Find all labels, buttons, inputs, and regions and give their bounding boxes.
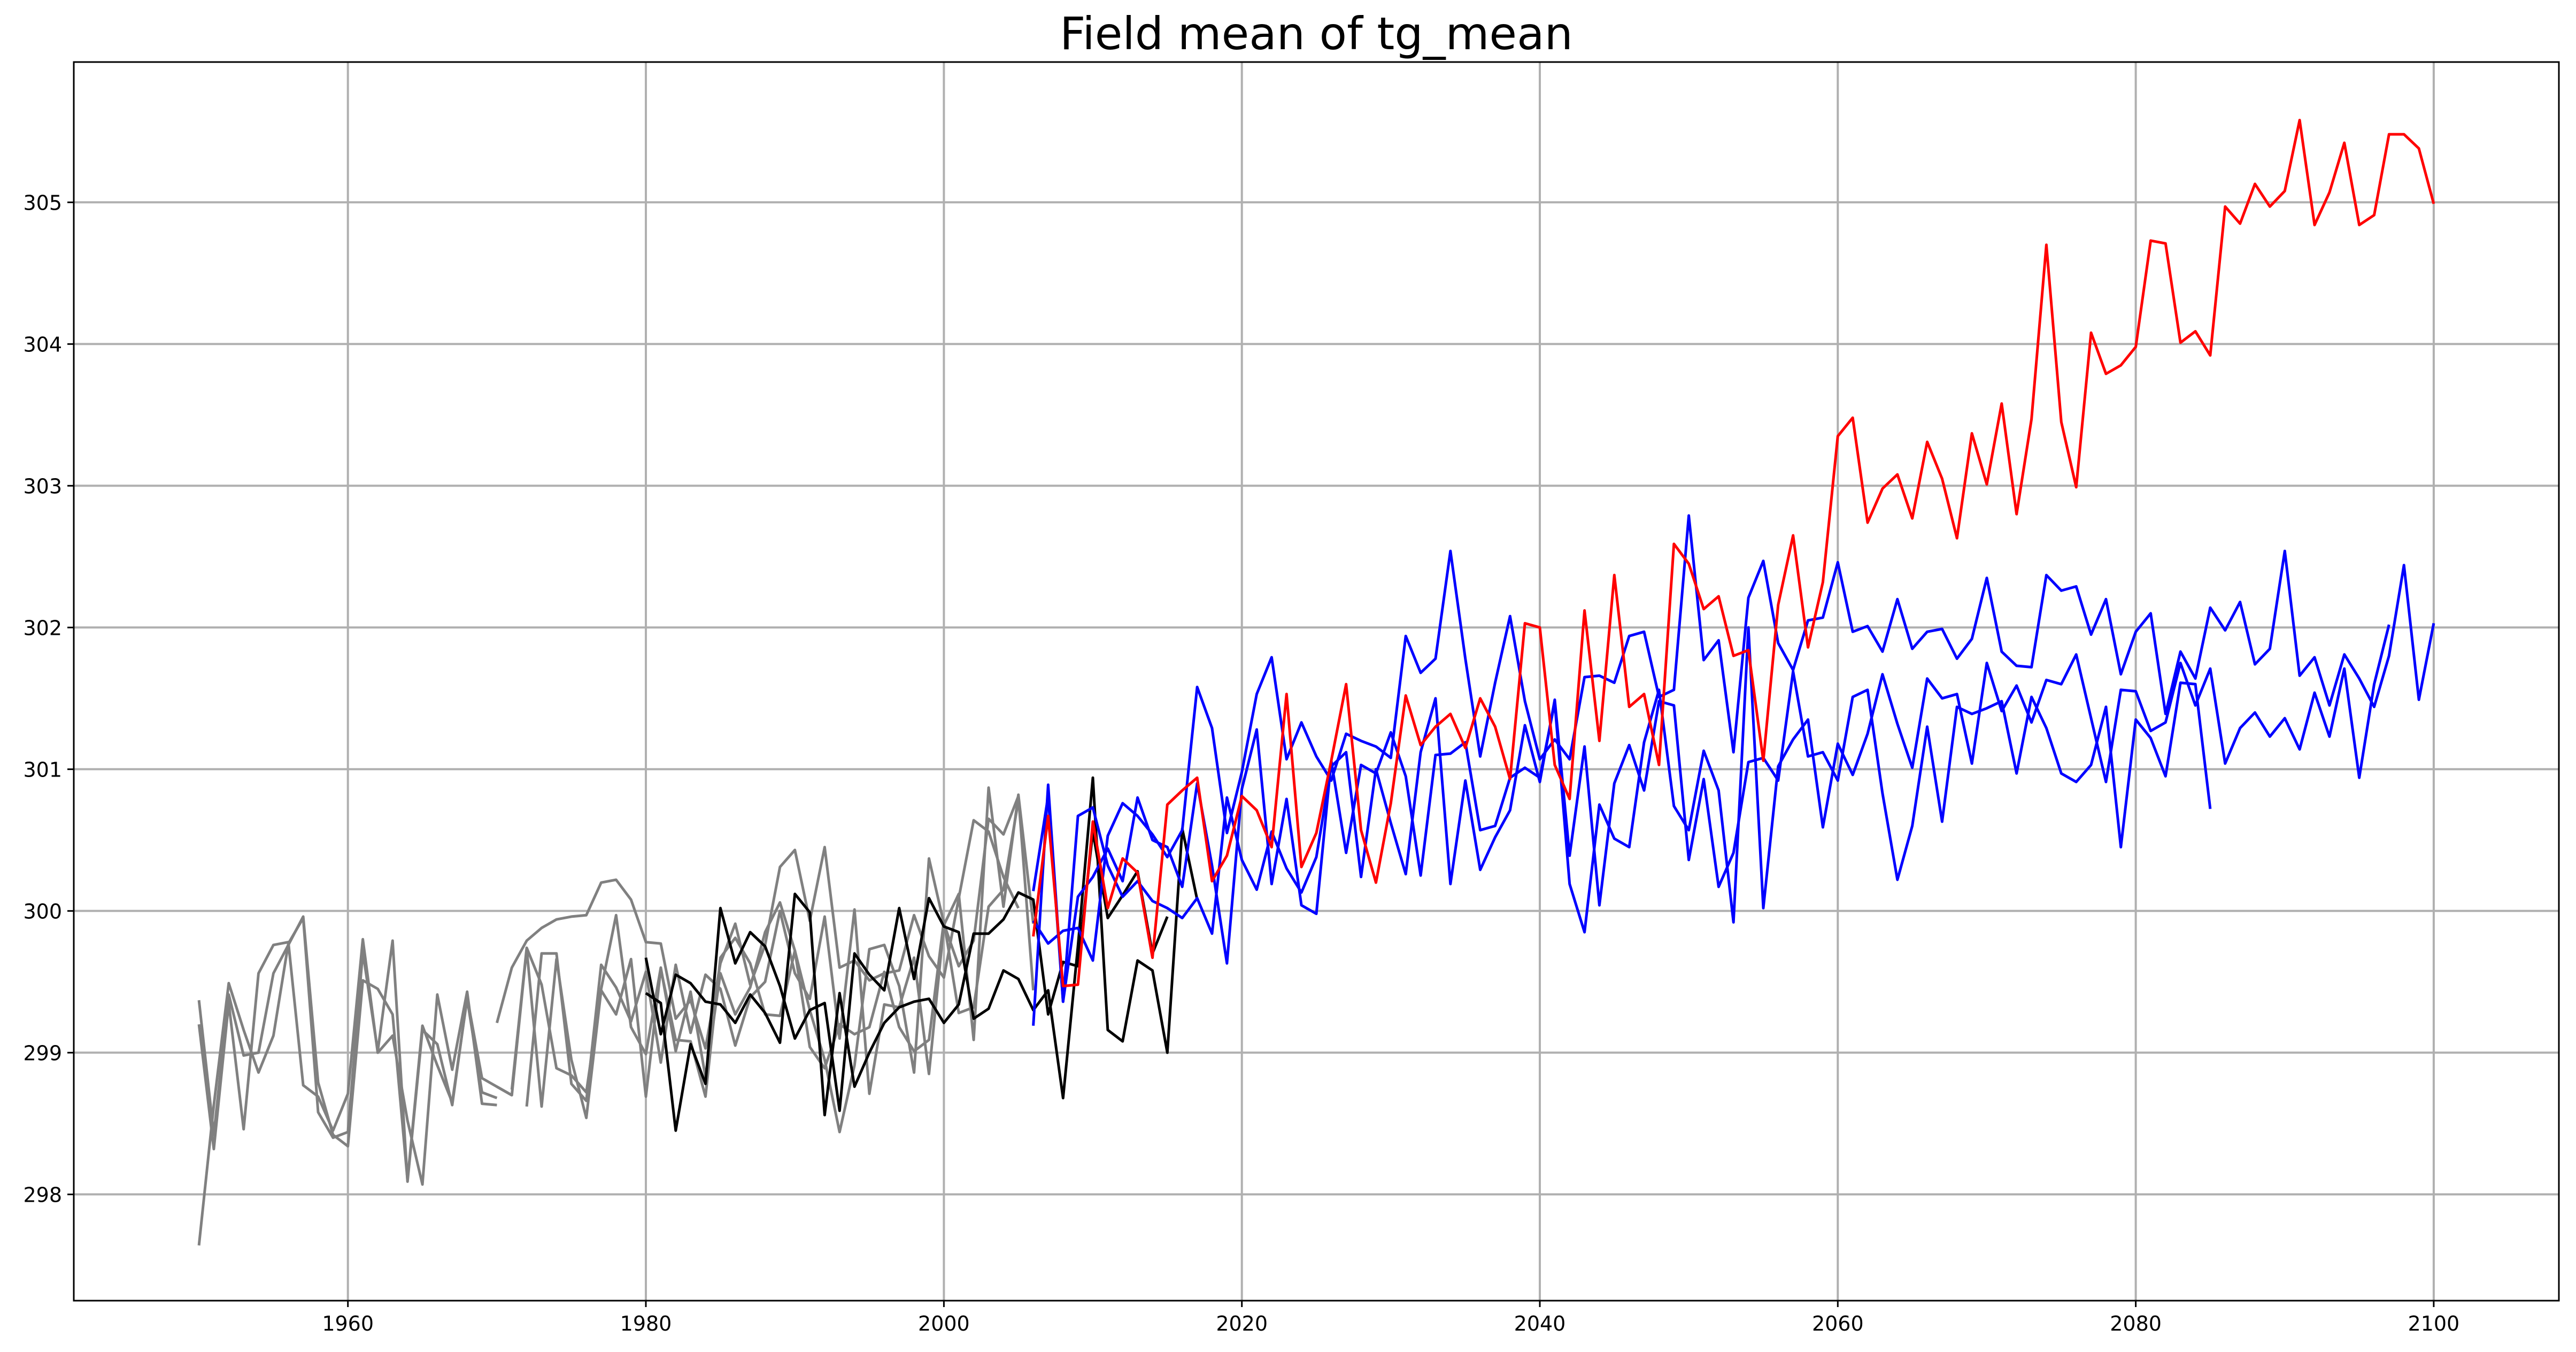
x-tick-label: 2100 — [2408, 1312, 2460, 1335]
series-line-12 — [1032, 514, 2435, 962]
x-tick-label: 2060 — [1812, 1312, 1864, 1335]
y-tick-label: 303 — [23, 474, 62, 498]
series-group — [197, 119, 2435, 1246]
series-line-13 — [1032, 119, 2435, 988]
series-line-7 — [525, 786, 1035, 1107]
y-tick-label: 304 — [23, 333, 62, 356]
y-tick-label: 305 — [23, 191, 62, 214]
y-tick-label: 299 — [23, 1041, 62, 1065]
y-tick-label: 298 — [23, 1183, 62, 1207]
y-tick-label: 301 — [23, 758, 62, 781]
y-tick-label: 302 — [23, 616, 62, 640]
chart-title: Field mean of tg_mean — [1060, 7, 1573, 60]
x-tick-label: 2000 — [918, 1312, 970, 1335]
series-line-10 — [1032, 670, 2212, 1026]
series-line-11 — [1032, 624, 2390, 1003]
axis-ticks: 1960 1980 2000 2020 2040 2060 2080 2100 298 299 30… — [23, 191, 2459, 1335]
x-tick-label: 2040 — [1514, 1312, 1566, 1335]
x-tick-label: 2020 — [1216, 1312, 1268, 1335]
x-tick-label: 2080 — [2110, 1312, 2162, 1335]
plot-frame — [73, 61, 2560, 1302]
series-line-8 — [645, 776, 1199, 1132]
y-tick-label: 300 — [23, 900, 62, 923]
x-tick-label: 1960 — [322, 1312, 374, 1335]
series-line-6 — [510, 795, 1035, 1134]
x-tick-label: 1980 — [620, 1312, 672, 1335]
series-line-3 — [197, 938, 497, 1186]
